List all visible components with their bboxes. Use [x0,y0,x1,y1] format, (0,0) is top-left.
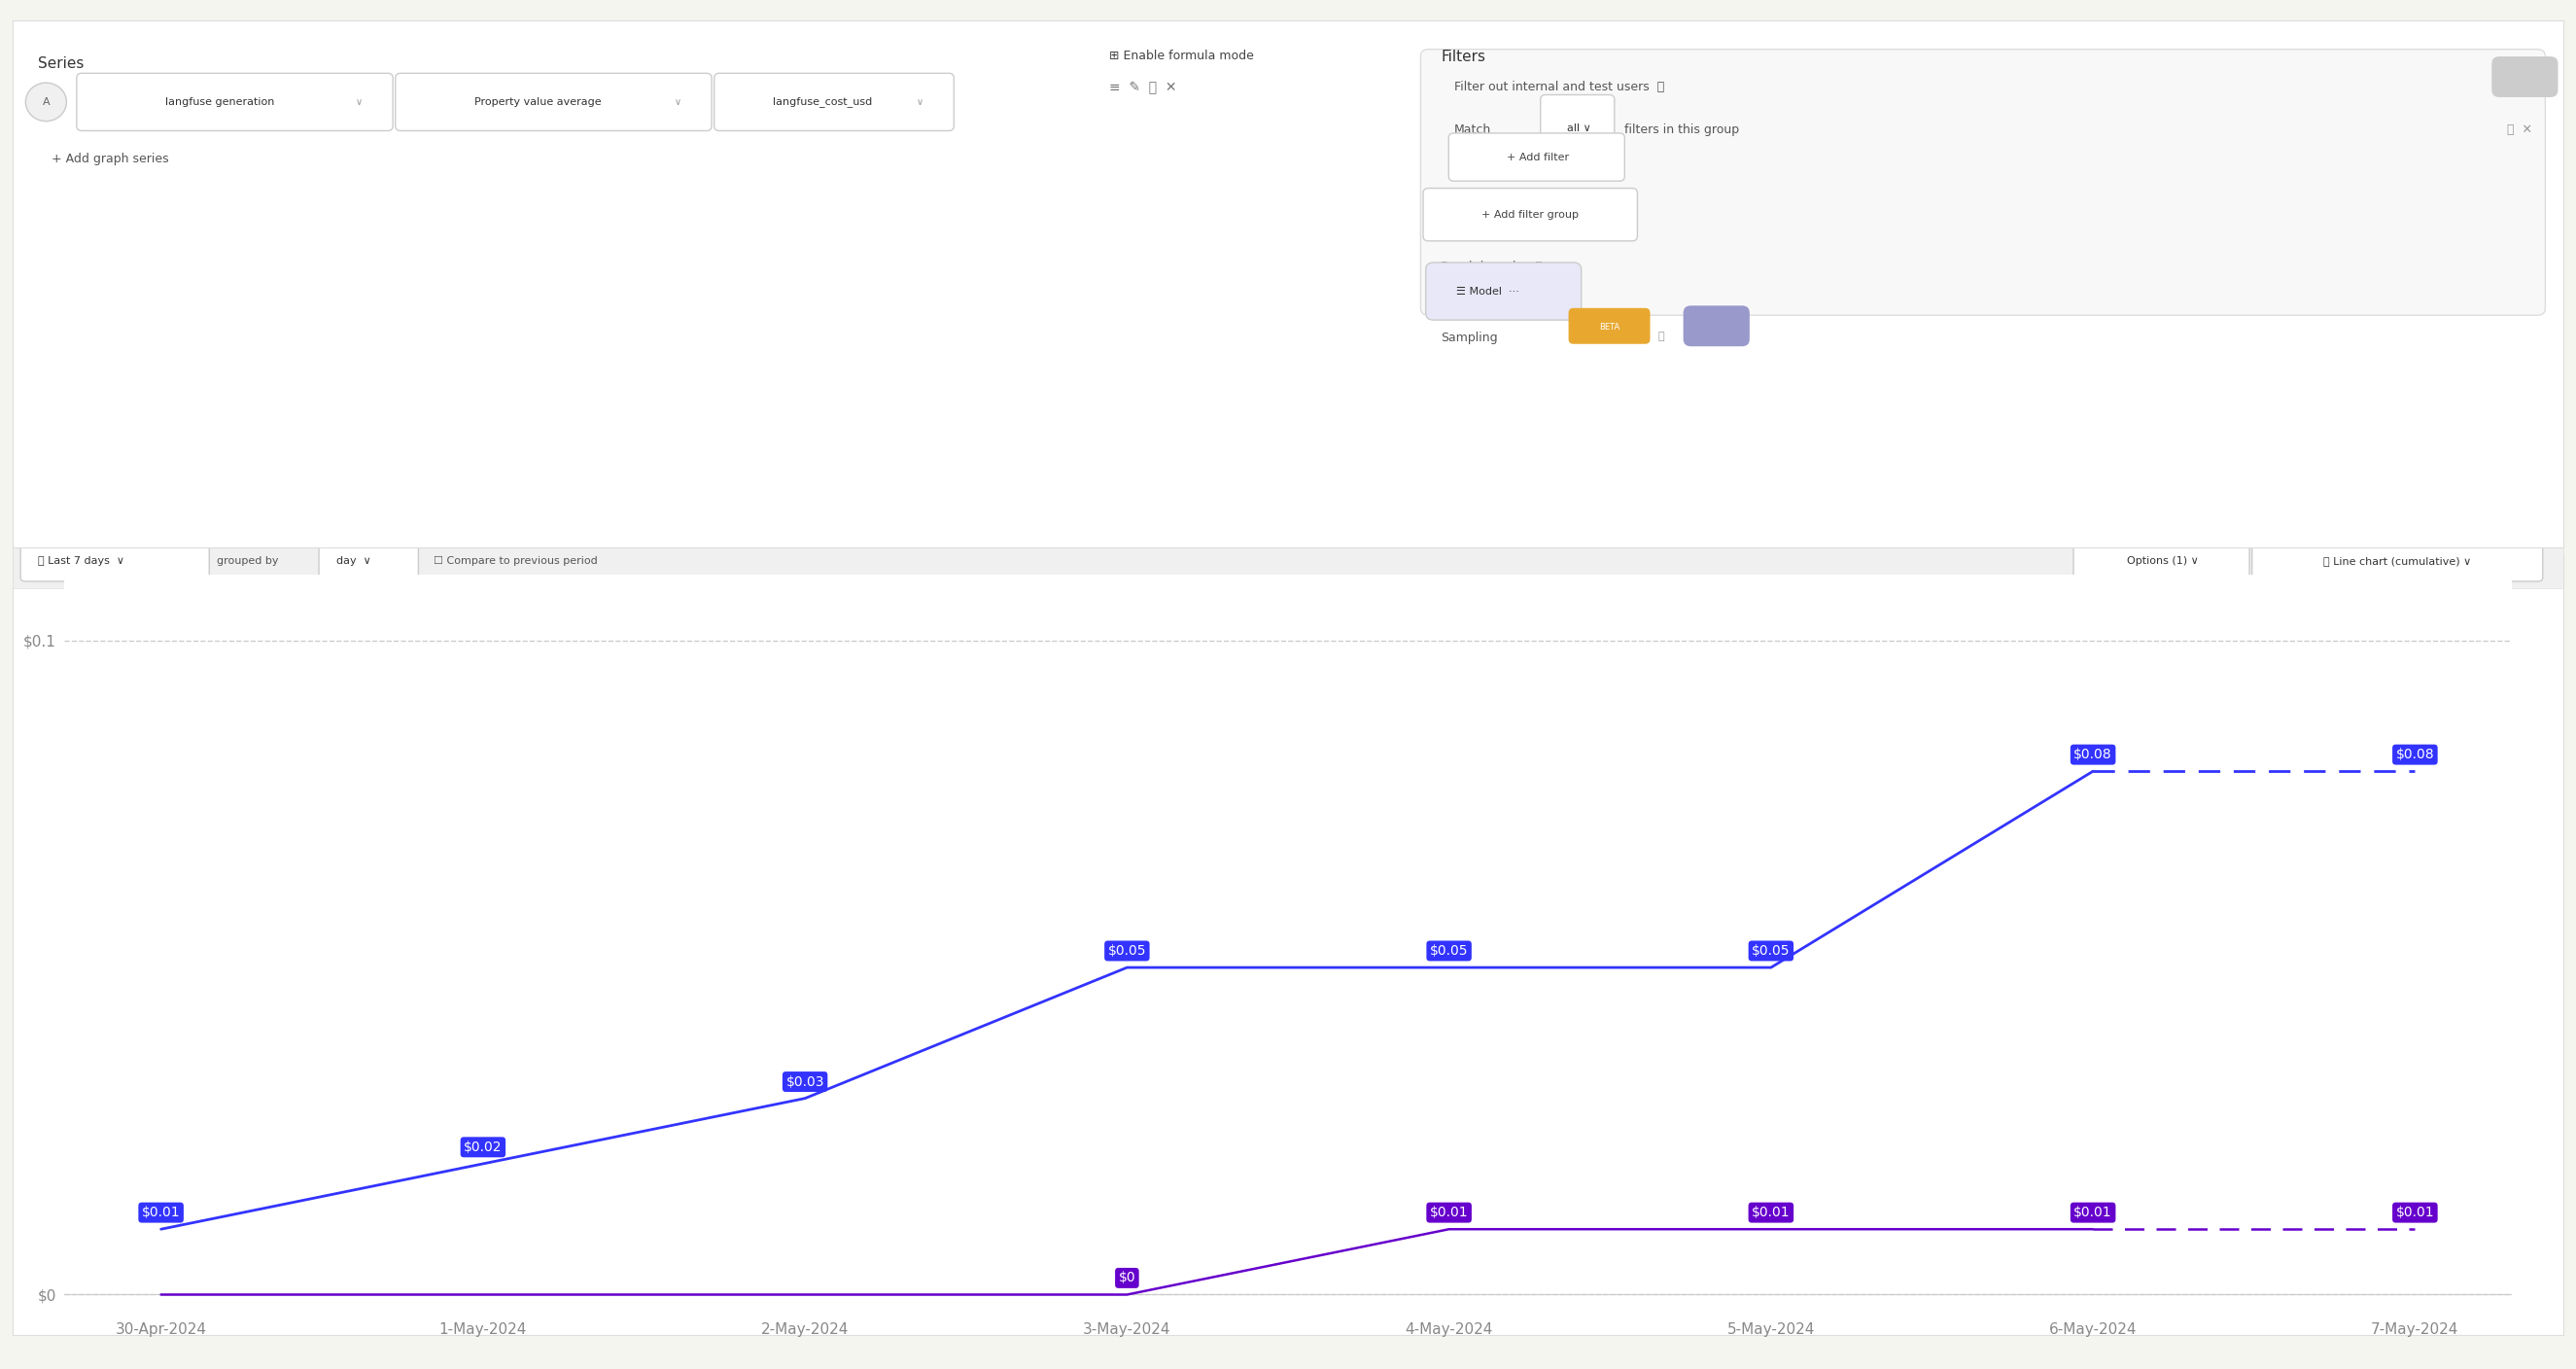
Text: $0.01: $0.01 [1752,1206,1790,1220]
Text: Match: Match [1453,123,1492,136]
Text: langfuse_cost_usd: langfuse_cost_usd [773,97,873,107]
Text: grouped by: grouped by [216,556,278,567]
Text: Filter out internal and test users  ⓘ: Filter out internal and test users ⓘ [1453,81,1664,93]
FancyBboxPatch shape [2251,541,2543,582]
Text: Sampling: Sampling [1440,333,1499,345]
Text: •: • [497,527,505,537]
Text: $0.01: $0.01 [2396,1206,2434,1220]
Text: ⊞ Enable formula mode: ⊞ Enable formula mode [1110,49,1255,62]
FancyBboxPatch shape [2491,56,2558,97]
Text: Options (1) ∨: Options (1) ∨ [2128,556,2197,567]
Text: $0.01: $0.01 [2074,1206,2112,1220]
Text: ≡  ✎  ⧉  ✕: ≡ ✎ ⧉ ✕ [1110,81,1177,94]
Text: Filters: Filters [1440,49,1486,64]
Text: ⧉  ✕: ⧉ ✕ [2506,123,2532,136]
Text: + Add filter group: + Add filter group [1481,209,1579,219]
Text: 📅 Last 7 days  ∨: 📅 Last 7 days ∨ [39,556,124,567]
FancyBboxPatch shape [21,541,209,582]
Text: ☰ Model  ···: ☰ Model ··· [1455,286,1520,296]
Text: BETA: BETA [1600,323,1620,331]
FancyBboxPatch shape [397,74,711,131]
Text: day  ∨: day ∨ [337,556,371,567]
Text: $0.05: $0.05 [1430,945,1468,958]
Text: ∨: ∨ [675,97,680,107]
FancyBboxPatch shape [1448,133,1625,181]
Text: $0.05: $0.05 [1108,945,1146,958]
Circle shape [26,84,67,122]
Text: $0.03: $0.03 [786,1075,824,1088]
Text: ☐ Compare to previous period: ☐ Compare to previous period [433,556,598,567]
Text: + Add graph series: + Add graph series [52,152,167,164]
Text: ∨: ∨ [355,97,363,107]
Text: $0: $0 [1118,1272,1136,1284]
Text: all ∨: all ∨ [1566,123,1592,133]
FancyBboxPatch shape [1540,94,1615,138]
Text: $0.05: $0.05 [1752,945,1790,958]
Text: $0.08: $0.08 [2396,747,2434,761]
Text: 📈 Line chart (cumulative) ∨: 📈 Line chart (cumulative) ∨ [2324,556,2470,567]
Text: Computed a few seconds ago: Computed a few seconds ago [33,527,193,537]
Text: filters in this group: filters in this group [1625,123,1739,136]
Text: Refresh: Refresh [515,527,556,537]
FancyBboxPatch shape [1425,263,1582,320]
Text: $0.08: $0.08 [2074,747,2112,761]
FancyBboxPatch shape [714,74,953,131]
Text: $0.01: $0.01 [142,1206,180,1220]
Text: ∨: ∨ [917,97,922,107]
FancyBboxPatch shape [2074,541,2249,582]
FancyBboxPatch shape [1419,49,2545,315]
Text: ⓘ: ⓘ [1659,333,1664,342]
FancyBboxPatch shape [77,74,394,131]
FancyBboxPatch shape [1569,308,1651,344]
Text: $0.02: $0.02 [464,1140,502,1154]
FancyBboxPatch shape [1422,189,1638,241]
Text: + Add filter: + Add filter [1507,152,1569,162]
Text: Series: Series [39,56,85,71]
Text: Property value average: Property value average [474,97,603,107]
Text: $0.01: $0.01 [1430,1206,1468,1220]
Text: Breakdown by  ⓘ: Breakdown by ⓘ [1440,260,1543,272]
Text: A: A [41,97,49,107]
Text: langfuse generation: langfuse generation [165,97,273,107]
FancyBboxPatch shape [1682,305,1749,346]
FancyBboxPatch shape [319,541,417,582]
